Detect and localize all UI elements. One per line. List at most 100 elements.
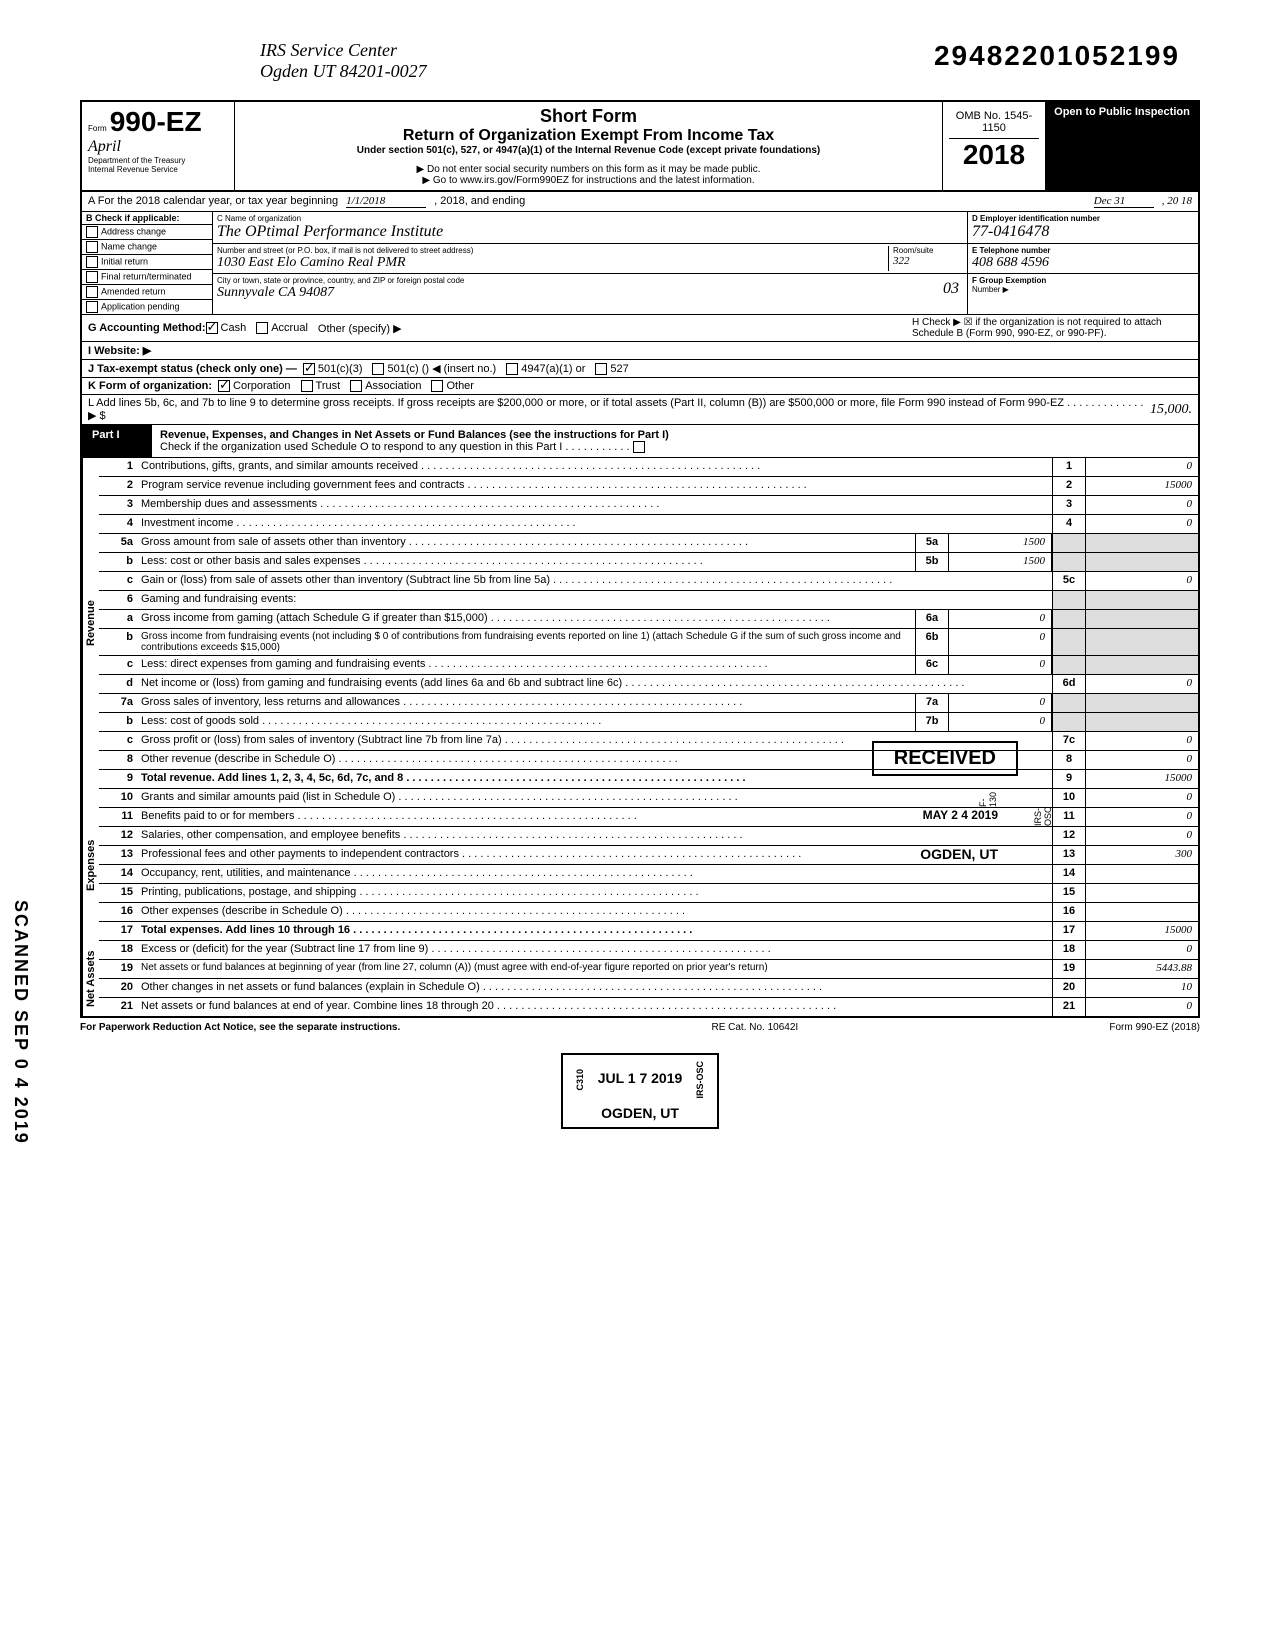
top-annotations: IRS Service Center Ogden UT 84201-0027 2… bbox=[80, 40, 1200, 100]
line-9-val: 15000 bbox=[1085, 770, 1198, 788]
line-k: K Form of organization: Corporation Trus… bbox=[80, 378, 1200, 395]
line-1-desc: Contributions, gifts, grants, and simila… bbox=[137, 458, 1052, 476]
k-assoc-cb bbox=[350, 380, 362, 392]
g-cash-cb bbox=[206, 322, 218, 334]
line-21-desc: Net assets or fund balances at end of ye… bbox=[137, 998, 1052, 1016]
line-6a-desc: Gross income from gaming (attach Schedul… bbox=[137, 610, 915, 628]
line-15-desc: Printing, publications, postage, and shi… bbox=[137, 884, 1052, 902]
j-4947: 4947(a)(1) or bbox=[521, 363, 585, 375]
revenue-table: Revenue 1Contributions, gifts, grants, a… bbox=[80, 458, 1200, 789]
c-name: The OPtimal Performance Institute bbox=[217, 223, 963, 241]
section-bcd: B Check if applicable: Address change Na… bbox=[80, 212, 1200, 315]
line-7b-desc: Less: cost of goods sold bbox=[137, 713, 915, 731]
line-a: A For the 2018 calendar year, or tax yea… bbox=[80, 192, 1200, 212]
irs-line: Internal Revenue Service bbox=[88, 165, 228, 174]
line-10-val: 0 bbox=[1085, 789, 1198, 807]
footer-right: Form 990-EZ (2018) bbox=[1109, 1022, 1200, 1033]
line-6d-desc: Net income or (loss) from gaming and fun… bbox=[137, 675, 1052, 693]
line-i: I Website: ▶ bbox=[80, 342, 1200, 360]
col-de: D Employer identification number 77-0416… bbox=[968, 212, 1198, 314]
line-18-desc: Excess or (deficit) for the year (Subtra… bbox=[137, 941, 1052, 959]
irs-address: IRS Service Center Ogden UT 84201-0027 bbox=[260, 40, 427, 82]
j-527: 527 bbox=[610, 363, 628, 375]
d-label: D Employer identification number bbox=[972, 214, 1194, 223]
title-sub: Under section 501(c), 527, or 4947(a)(1)… bbox=[241, 145, 936, 156]
jul-date: JUL 1 7 2019 bbox=[598, 1070, 683, 1086]
footer-left: For Paperwork Reduction Act Notice, see … bbox=[80, 1022, 400, 1033]
c-extra: 03 bbox=[939, 276, 963, 302]
f-label: F Group Exemption bbox=[972, 276, 1194, 285]
line-6b-sval: 0 bbox=[949, 629, 1052, 655]
may-date: MAY 2 4 2019 bbox=[923, 808, 998, 822]
f-sub: Number ▶ bbox=[972, 285, 1194, 294]
irs-addr-2: Ogden UT 84201-0027 bbox=[260, 61, 427, 82]
part1-title: Revenue, Expenses, and Changes in Net As… bbox=[152, 425, 1198, 457]
line-5c-val: 0 bbox=[1085, 572, 1198, 590]
line-20-val: 10 bbox=[1085, 979, 1198, 997]
j-501c: 501(c) ( bbox=[387, 363, 425, 375]
line-10-desc: Grants and similar amounts paid (list in… bbox=[137, 789, 1052, 807]
line-5b-sval: 1500 bbox=[949, 553, 1052, 571]
irs-osc-2: IRS-OSC bbox=[695, 1061, 705, 1099]
line-7a-desc: Gross sales of inventory, less returns a… bbox=[137, 694, 915, 712]
c-street-label: Number and street (or P.O. box, if mail … bbox=[217, 246, 888, 255]
stamp-2: C310 JUL 1 7 2019 IRS-OSC OGDEN, UT bbox=[561, 1053, 720, 1129]
line-7a-sval: 0 bbox=[949, 694, 1052, 712]
line-4-val: 0 bbox=[1085, 515, 1198, 533]
b-header: B Check if applicable: bbox=[82, 212, 212, 225]
expenses-label: Expenses bbox=[82, 789, 99, 941]
d-value: 77-0416478 bbox=[972, 223, 1194, 241]
line-20-desc: Other changes in net assets or fund bala… bbox=[137, 979, 1052, 997]
g-label: G Accounting Method: bbox=[88, 322, 206, 334]
form-prefix: Form bbox=[88, 124, 107, 133]
b-item-3: Final return/terminated bbox=[82, 270, 212, 285]
line-8-val: 0 bbox=[1085, 751, 1198, 769]
k-label: K Form of organization: bbox=[88, 380, 212, 392]
line-17-desc: Total expenses. Add lines 10 through 16 bbox=[137, 922, 1052, 940]
footer: For Paperwork Reduction Act Notice, see … bbox=[80, 1018, 1200, 1037]
k-corp-cb bbox=[218, 380, 230, 392]
c-room: 322 bbox=[893, 255, 963, 267]
line-a-mid: , 2018, and ending bbox=[434, 195, 525, 208]
irs-addr-1: IRS Service Center bbox=[260, 40, 427, 61]
line-12-val: 0 bbox=[1085, 827, 1198, 845]
line-14-val bbox=[1085, 865, 1198, 883]
line-5b-desc: Less: cost or other basis and sales expe… bbox=[137, 553, 915, 571]
g-other: Other (specify) ▶ bbox=[318, 322, 402, 335]
g-accrual-cb bbox=[256, 322, 268, 334]
line-7b-sval: 0 bbox=[949, 713, 1052, 731]
line-6-desc: Gaming and fundraising events: bbox=[137, 591, 1052, 609]
line-14-desc: Occupancy, rent, utilities, and maintena… bbox=[137, 865, 1052, 883]
open-public: Open to Public Inspection bbox=[1046, 102, 1198, 190]
k-trust: Trust bbox=[316, 380, 341, 392]
l-label: L Add lines 5b, 6c, and 7b to line 9 to … bbox=[88, 397, 1150, 422]
line-11-desc: Benefits paid to or for members bbox=[137, 808, 1052, 826]
year: 2018 bbox=[949, 139, 1039, 171]
line-3-val: 0 bbox=[1085, 496, 1198, 514]
line-7c-val: 0 bbox=[1085, 732, 1198, 750]
b-item-5: Application pending bbox=[82, 300, 212, 314]
b-item-2: Initial return bbox=[82, 255, 212, 270]
line-5a-desc: Gross amount from sale of assets other t… bbox=[137, 534, 915, 552]
j-501c3-cb bbox=[303, 363, 315, 375]
col-c: C Name of organization The OPtimal Perfo… bbox=[213, 212, 968, 314]
form-number: 990-EZ bbox=[110, 106, 202, 137]
line-4-desc: Investment income bbox=[137, 515, 1052, 533]
irs-osc-1: IRS-OSC bbox=[1033, 804, 1053, 826]
l-value: 15,000. bbox=[1150, 402, 1192, 418]
expenses-table: Expenses 10Grants and similar amounts pa… bbox=[80, 789, 1200, 941]
line-a-start: 1/1/2018 bbox=[346, 195, 426, 208]
g-accrual: Accrual bbox=[271, 322, 308, 334]
netassets-table: Net Assets 18Excess or (deficit) for the… bbox=[80, 941, 1200, 1018]
c-street: 1030 East Elo Camino Real PMR bbox=[217, 255, 888, 271]
received-stamp-1: RECEIVED bbox=[872, 741, 1018, 776]
revenue-label: Revenue bbox=[82, 458, 99, 789]
j-501c-cb bbox=[372, 363, 384, 375]
netassets-label: Net Assets bbox=[82, 941, 99, 1016]
j-527-cb bbox=[595, 363, 607, 375]
b-item-0: Address change bbox=[82, 225, 212, 240]
line-13-val: 300 bbox=[1085, 846, 1198, 864]
line-16-desc: Other expenses (describe in Schedule O) bbox=[137, 903, 1052, 921]
c310: C310 bbox=[575, 1069, 585, 1091]
j-501c3: 501(c)(3) bbox=[318, 363, 363, 375]
